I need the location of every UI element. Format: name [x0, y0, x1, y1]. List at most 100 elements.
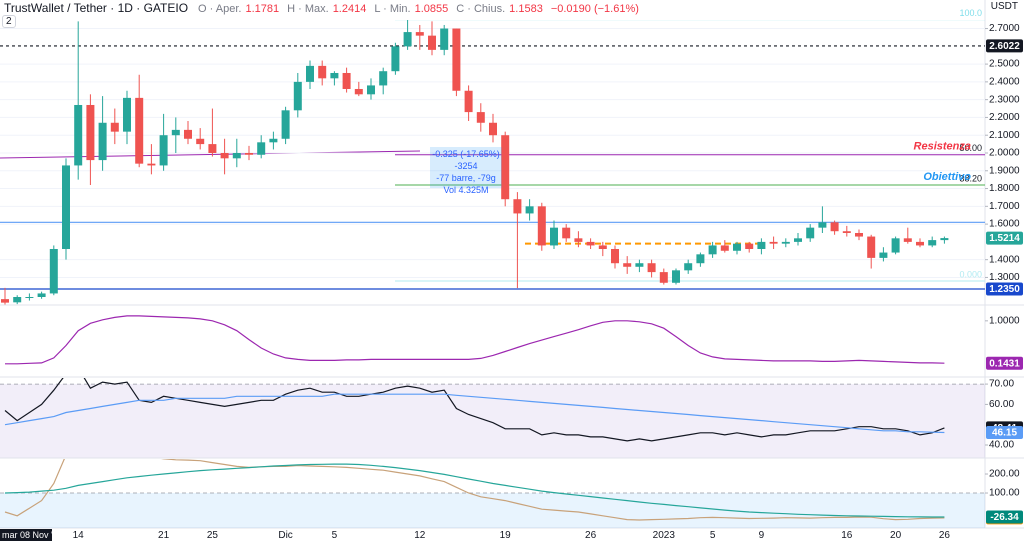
candle-body	[855, 232, 863, 237]
candle-body	[867, 236, 876, 258]
price-badge-label: 1.2350	[989, 284, 1020, 295]
price-badge	[986, 282, 1023, 296]
candle-body	[489, 122, 497, 136]
ohlc-value: 1.1781	[245, 3, 280, 15]
ohlc-label: H · Max.	[287, 3, 329, 15]
candle-body	[733, 243, 741, 251]
y-tick-label: 1.7000	[989, 201, 1020, 212]
candle-body	[696, 254, 705, 264]
indicator-toggle[interactable]: 2	[2, 15, 16, 28]
candle-body	[220, 152, 229, 159]
candle-body	[208, 144, 217, 153]
price-badge	[986, 356, 1023, 370]
candle-body	[537, 206, 546, 246]
x-tick-label: 19	[500, 530, 512, 541]
candle-body	[293, 81, 302, 111]
fib-level-label: 100.0	[959, 8, 982, 18]
price-badge-label: 46.15	[992, 428, 1017, 439]
candle-body	[49, 248, 58, 294]
candle-body	[635, 263, 644, 267]
candle-body	[525, 206, 534, 214]
candle-body	[781, 241, 790, 244]
x-tick-label: mar 08 Nov '22	[2, 530, 63, 540]
candle-body	[391, 46, 400, 72]
candle-body	[367, 85, 375, 95]
candle-body	[757, 241, 766, 249]
y-tick-label: 1.3000	[989, 272, 1020, 283]
candle-body	[501, 135, 510, 200]
candle-body	[940, 238, 949, 241]
candle-body	[769, 241, 778, 244]
candle-body	[428, 35, 436, 50]
price-badge-label: -26.34	[990, 512, 1019, 523]
measure-text: Vol 4.325M	[443, 185, 489, 195]
candle-body	[135, 97, 144, 164]
candle-body	[684, 263, 693, 271]
y-tick-label: 2.4000	[989, 77, 1020, 88]
candle-body	[171, 129, 180, 136]
candle-body	[110, 122, 119, 132]
candle-body	[196, 138, 205, 145]
candle-body	[62, 165, 70, 249]
candle-body	[659, 272, 668, 283]
candle-body	[232, 152, 241, 159]
candle-body	[415, 32, 424, 36]
x-tick-label: 25	[207, 530, 219, 541]
candle-body	[598, 245, 607, 249]
candle-body	[830, 222, 839, 232]
x-tick-label: Dic	[278, 530, 292, 541]
indicator-line	[4, 393, 945, 434]
price-badge	[986, 39, 1023, 53]
x-tick-label: 16	[841, 530, 853, 541]
price-badge	[986, 510, 1023, 524]
candle-body	[623, 263, 632, 267]
measure-text: -0.325 (-17.65%) -3254	[432, 149, 500, 171]
price-badge	[986, 231, 1023, 245]
candle-body	[184, 129, 192, 139]
fib-level-label: 0.000	[959, 269, 982, 279]
legend-header: TrustWallet / Tether · 1D · GATEIO O · Ap…	[4, 1, 647, 15]
x-tick-label: 26	[939, 530, 951, 541]
candle-body	[379, 71, 388, 86]
y-tick-label: 1.6000	[989, 219, 1020, 230]
candle-body	[330, 72, 339, 79]
candle-body	[806, 227, 815, 239]
candle-body	[159, 135, 168, 166]
pane	[5, 315, 945, 365]
price-badge-label: 1.5214	[989, 233, 1020, 244]
candle-body	[25, 296, 34, 298]
fib-level-label: 50.00	[959, 143, 982, 153]
candle-body	[745, 243, 754, 249]
x-tick-label: 9	[759, 530, 765, 541]
measure-box: -0.325 (-17.65%) -3254 -77 barre, -79g Vol…	[430, 147, 502, 195]
x-tick-label: 20	[890, 530, 902, 541]
indicator-line	[5, 315, 945, 365]
candle-body	[440, 28, 449, 50]
candle-body	[842, 231, 851, 233]
price-badge	[986, 426, 1023, 440]
y-tick-label: 40.00	[989, 440, 1014, 451]
candle-body	[891, 238, 900, 253]
x-tick-label: 14	[73, 530, 85, 541]
indicator-line	[4, 378, 945, 442]
candle-body	[818, 222, 827, 228]
candle-body	[647, 263, 656, 273]
candle-body	[147, 163, 156, 166]
candle-body	[281, 110, 290, 139]
candle-body	[306, 65, 314, 82]
candle-body	[269, 138, 278, 143]
change-value: −0.0190 (−1.61%)	[550, 3, 639, 15]
candle-body	[708, 245, 717, 255]
y-tick-label: 2.2000	[989, 112, 1020, 123]
currency-selector[interactable]: USDT	[990, 1, 1018, 12]
x-tick-label: 26	[585, 530, 597, 541]
candle-body	[13, 296, 22, 303]
candle-body	[574, 238, 583, 242]
candle-body	[476, 112, 485, 123]
measure-text: -77 barre, -79g	[436, 173, 496, 183]
ohlc-value: 1.1583	[509, 3, 543, 15]
candle-body	[123, 97, 131, 132]
